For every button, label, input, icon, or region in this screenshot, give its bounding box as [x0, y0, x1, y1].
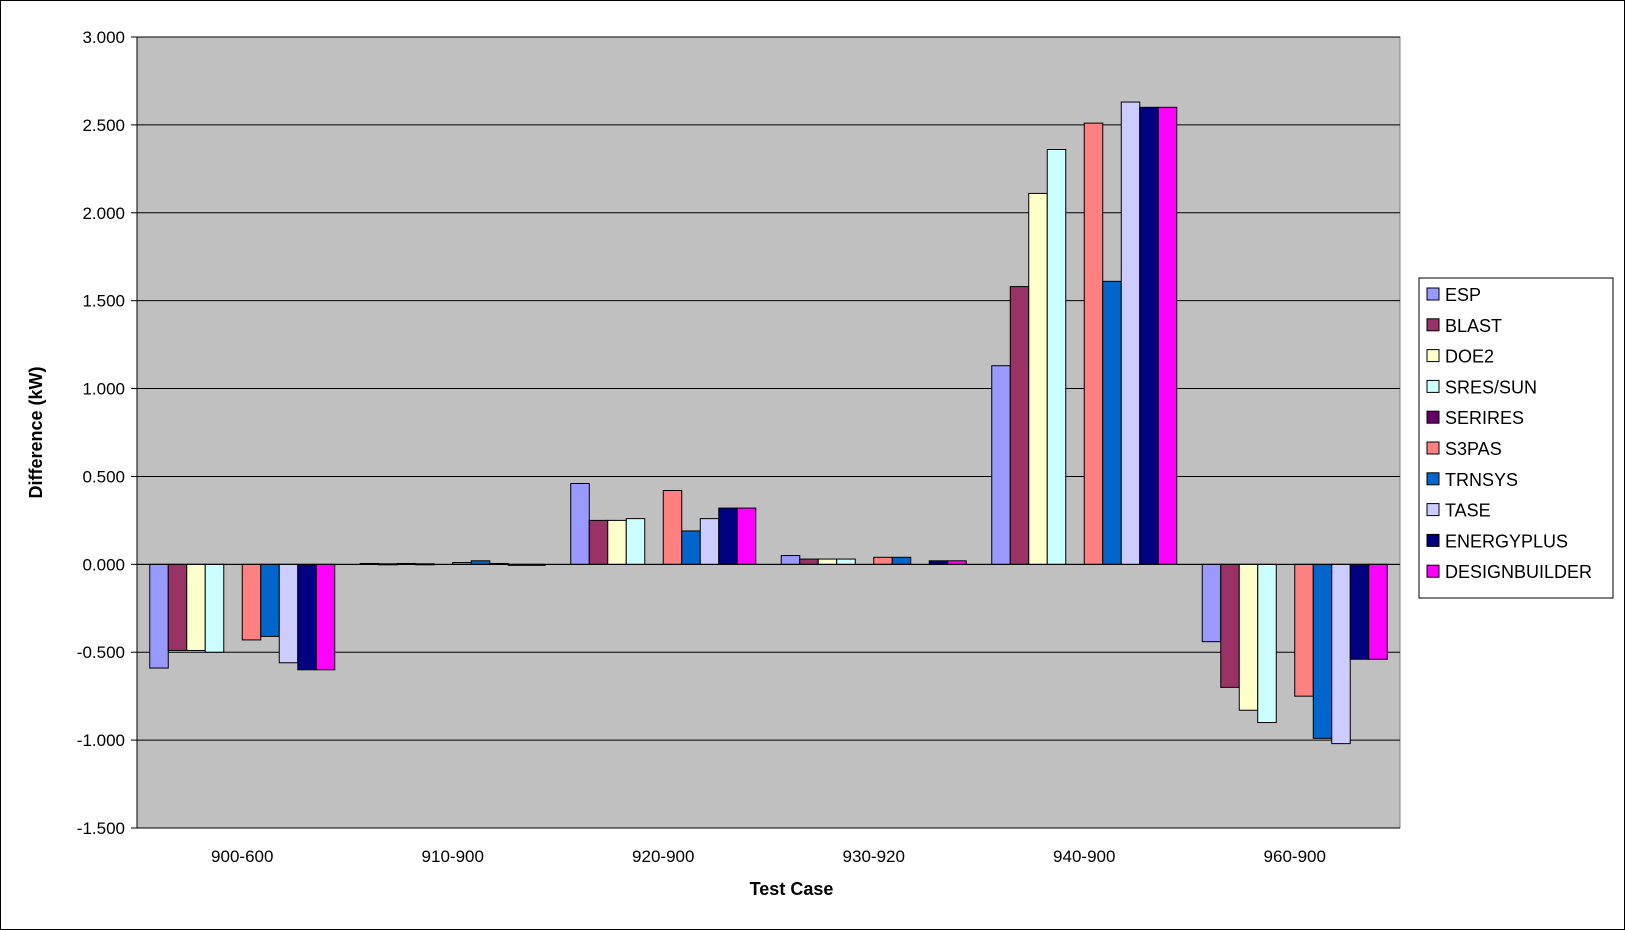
- x-tick-label: 960-900: [1264, 847, 1326, 866]
- legend-label: SRES/SUN: [1445, 377, 1537, 397]
- y-axis-ticks: 3.000 2.500 2.000 1.500 1.000 0.500 0.000 -0.50…: [77, 28, 138, 838]
- bar-s3pas-930-920: [873, 556, 893, 565]
- legend-label: DOE2: [1445, 347, 1494, 367]
- bar-designbuilder-930-920: [947, 560, 967, 565]
- bar-blast-930-920: [799, 558, 819, 565]
- bar-sres-sun-920-900: [625, 518, 646, 565]
- legend-swatch: [1426, 379, 1440, 393]
- bar-tase-900-600: [278, 563, 299, 664]
- x-tick-label: 940-900: [1053, 847, 1115, 866]
- y-tick-label: 3.000: [82, 28, 125, 47]
- bar-designbuilder-900-600: [315, 563, 336, 671]
- y-tick-label: 0.000: [82, 555, 125, 574]
- bar-sres-sun-930-920: [836, 558, 856, 565]
- bar-blast-900-600: [167, 563, 188, 651]
- bar-doe2-920-900: [607, 519, 627, 565]
- legend-label: S3PAS: [1445, 439, 1502, 459]
- x-tick-label: 930-920: [843, 847, 905, 866]
- x-tick-label: 910-900: [422, 847, 484, 866]
- bar-sres-sun-940-900: [1046, 148, 1067, 565]
- y-tick-label: -0.500: [77, 643, 125, 662]
- bar-esp-900-600: [149, 563, 169, 669]
- legend-swatch: [1426, 533, 1440, 547]
- legend-label: SERIRES: [1445, 408, 1524, 428]
- legend: ESP BLAST DOE2 SRES/SUN SERIRES S3PAS TRNSYS TA…: [1418, 277, 1614, 599]
- bar-sres-sun-960-900: [1257, 563, 1277, 724]
- y-tick-label: 0.500: [82, 467, 125, 486]
- plot-area: [136, 36, 1401, 829]
- bar-doe2-930-920: [817, 558, 838, 565]
- bar-blast-920-900: [588, 519, 609, 565]
- legend-swatch: [1426, 441, 1440, 455]
- y-tick-label: 2.500: [82, 116, 125, 135]
- bar-s3pas-900-600: [241, 563, 262, 641]
- bars: [149, 101, 1388, 745]
- legend-swatch: [1426, 349, 1440, 363]
- bar-tase-920-900: [699, 518, 720, 565]
- legend-swatch: [1426, 503, 1440, 517]
- legend-label: DESIGNBUILDER: [1445, 562, 1592, 582]
- bar-s3pas-920-900: [662, 490, 683, 565]
- bar-blast-960-900: [1220, 563, 1240, 688]
- bar-esp-940-900: [991, 365, 1011, 565]
- bar-tase-940-900: [1120, 101, 1141, 565]
- legend-label: BLAST: [1445, 316, 1502, 336]
- y-tick-label: 1.500: [82, 292, 125, 311]
- bar-energyplus-960-900: [1349, 563, 1370, 660]
- bar-doe2-940-900: [1028, 192, 1048, 565]
- legend-box: [1418, 277, 1614, 599]
- y-tick-label: 1.000: [82, 380, 125, 399]
- bar-trnsys-960-900: [1312, 563, 1333, 739]
- legend-swatch: [1426, 472, 1440, 486]
- legend-swatch: [1426, 410, 1440, 424]
- bar-trnsys-930-920: [891, 556, 912, 565]
- x-axis-ticks: 900-600 910-900 920-900 930-920 940-900 960-9…: [137, 563, 1400, 866]
- bar-energyplus-940-900: [1139, 106, 1159, 565]
- bar-sres-sun-900-600: [204, 563, 225, 653]
- y-tick-label: 2.000: [82, 204, 125, 223]
- x-tick-label: 900-600: [211, 847, 273, 866]
- y-tick-label: -1.000: [77, 731, 125, 750]
- bar-blast-940-900: [1009, 286, 1030, 565]
- bar-trnsys-900-600: [260, 563, 280, 637]
- bar-esp-960-900: [1201, 563, 1222, 643]
- legend-swatch: [1426, 287, 1440, 301]
- bar-energyplus-920-900: [718, 507, 738, 565]
- legend-swatch: [1426, 318, 1440, 332]
- bar-designbuilder-940-900: [1157, 106, 1178, 565]
- legend-label: TASE: [1445, 501, 1491, 521]
- bar-designbuilder-920-900: [736, 507, 757, 565]
- bar-esp-920-900: [570, 482, 590, 565]
- legend-label: ESP: [1445, 285, 1481, 305]
- y-tick-label: -1.500: [77, 819, 125, 838]
- bar-doe2-900-600: [186, 563, 206, 651]
- bar-energyplus-930-920: [928, 560, 949, 565]
- legend-swatch: [1426, 564, 1440, 578]
- bar-trnsys-940-900: [1102, 280, 1122, 565]
- bar-tase-960-900: [1331, 563, 1351, 745]
- x-tick-label: 920-900: [632, 847, 694, 866]
- x-axis-title: Test Case: [750, 879, 834, 899]
- bar-esp-930-920: [780, 555, 801, 565]
- legend-label: TRNSYS: [1445, 470, 1518, 490]
- legend-label: ENERGYPLUS: [1445, 531, 1568, 551]
- bar-s3pas-960-900: [1294, 563, 1314, 697]
- bar-doe2-960-900: [1238, 563, 1259, 711]
- bar-designbuilder-960-900: [1368, 563, 1388, 660]
- bar-trnsys-920-900: [681, 530, 701, 565]
- bar-energyplus-900-600: [297, 563, 317, 671]
- bar-trnsys-910-900: [470, 560, 491, 565]
- y-axis-title: Difference (kW): [26, 366, 46, 498]
- bar-s3pas-940-900: [1083, 122, 1104, 565]
